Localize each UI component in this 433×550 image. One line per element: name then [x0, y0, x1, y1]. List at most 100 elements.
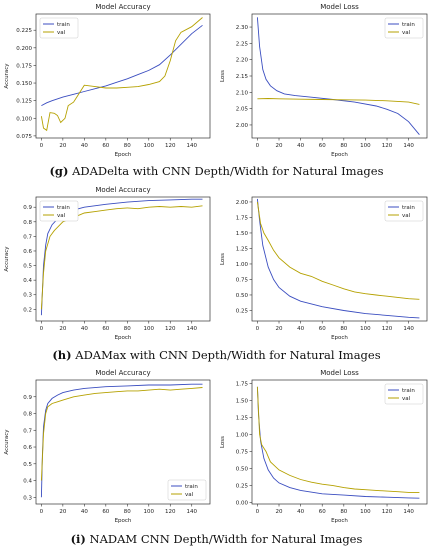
y-axis-label: Accuracy [4, 246, 10, 272]
y-tick-label: 0.25 [236, 484, 249, 490]
x-tick-label: 20 [59, 326, 66, 332]
caption-g-text: ADADelta with CNN Depth/Width for Natura… [72, 164, 384, 178]
x-axis-label: Epoch [115, 152, 132, 158]
y-tick-label: 0.7 [23, 428, 32, 434]
y-tick-label: 0.00 [236, 501, 249, 507]
y-tick-label: 1.25 [236, 415, 249, 421]
y-tick-label: 0.4 [23, 278, 32, 284]
legend-label-train: train [57, 22, 70, 28]
y-tick-label: 0.6 [23, 445, 32, 451]
x-tick-label: 0 [256, 143, 260, 149]
y-tick-label: 0.9 [23, 395, 32, 401]
x-tick-label: 60 [102, 143, 109, 149]
x-axis-label: Epoch [331, 518, 348, 524]
x-tick-label: 0 [256, 509, 260, 515]
series-line-train [256, 198, 420, 319]
x-tick-label: 100 [360, 509, 371, 515]
x-tick-label: 20 [276, 143, 283, 149]
series-line-train [256, 17, 420, 135]
y-tick-label: 1.25 [236, 246, 249, 252]
plot-frame [35, 13, 211, 139]
caption-g-letter: (g) [49, 164, 69, 178]
x-tick-label: 60 [102, 509, 109, 515]
plot-frame [35, 196, 211, 322]
y-tick-label: 0.75 [236, 277, 249, 283]
chart-adadelta-accuracy: Model Accuracy 0 20 40 60 80 100 120 140 0.075 0.1… [4, 3, 211, 158]
y-tick-label: 0.8 [23, 220, 32, 226]
y-tick-label: 0.6 [23, 249, 32, 255]
legend-label-train: train [402, 22, 415, 28]
y-axis-label: Accuracy [4, 429, 10, 455]
legend-label-val: val [402, 30, 411, 36]
x-tick-label: 140 [403, 143, 414, 149]
caption-h-letter: (h) [52, 348, 72, 362]
x-tick-label: 20 [59, 509, 66, 515]
y-tick-label: 0.125 [16, 99, 32, 105]
y-tick-label: 0.4 [23, 479, 32, 485]
x-tick-label: 120 [165, 509, 176, 515]
x-tick-label: 120 [165, 326, 176, 332]
x-tick-label: 40 [81, 326, 88, 332]
chart-title: Model Loss [320, 3, 359, 11]
chart-adadelta-loss: Model Loss 0 20 40 60 80 100 120 140 2.00 2.05 2.10… [220, 3, 428, 158]
x-tick-label: 140 [186, 509, 197, 515]
y-axis-label: Accuracy [4, 63, 10, 89]
x-axis-label: Epoch [331, 335, 348, 341]
legend-label-val: val [185, 492, 194, 498]
legend-label-val: val [402, 396, 411, 402]
y-tick-label: 0.5 [23, 264, 32, 270]
y-tick-label: 2.25 [236, 41, 249, 47]
x-tick-label: 80 [124, 509, 131, 515]
x-tick-label: 20 [59, 143, 66, 149]
chart-nadam-loss: Model Loss 0 20 40 60 80 100 120 140 0.00 0.25 0.50… [220, 369, 428, 524]
x-tick-label: 80 [340, 326, 347, 332]
x-tick-label: 40 [81, 143, 88, 149]
plot-frame [35, 379, 211, 505]
caption-h: (h) ADAMax with CNN Depth/Width for Natu… [0, 348, 433, 362]
y-tick-label: 0.25 [236, 308, 249, 314]
y-tick-label: 0.200 [16, 46, 32, 52]
x-tick-label: 0 [40, 509, 44, 515]
x-tick-label: 60 [102, 326, 109, 332]
chart-title: Model Accuracy [95, 369, 150, 377]
x-tick-label: 140 [403, 509, 414, 515]
legend-label-train: train [57, 205, 70, 211]
series-line-val [256, 386, 420, 493]
y-tick-label: 0.075 [16, 134, 32, 140]
y-tick-label: 0.7 [23, 234, 32, 240]
y-tick-label: 0.150 [16, 81, 32, 87]
y-tick-label: 1.50 [236, 231, 249, 237]
y-tick-label: 0.8 [23, 412, 32, 418]
chart-adamax-accuracy: Model Accuracy 0 20 40 60 80 100 120 140 0.2 0.3 0.… [4, 186, 211, 341]
x-tick-label: 60 [319, 143, 326, 149]
legend-label-train: train [402, 205, 415, 211]
series-line-val [40, 205, 203, 310]
x-tick-label: 140 [403, 326, 414, 332]
series-line-val [256, 201, 420, 300]
legend-box [39, 200, 79, 222]
y-tick-label: 2.20 [236, 58, 249, 64]
y-tick-label: 2.00 [236, 123, 249, 129]
y-tick-label: 2.00 [236, 200, 249, 206]
x-tick-label: 140 [186, 326, 197, 332]
x-tick-label: 100 [144, 509, 155, 515]
legend-label-train: train [185, 484, 198, 490]
x-tick-label: 80 [340, 143, 347, 149]
y-tick-label: 1.00 [236, 433, 249, 439]
y-axis-label: Loss [220, 70, 226, 82]
series-line-val [40, 387, 203, 481]
x-tick-label: 20 [276, 509, 283, 515]
y-tick-label: 0.3 [23, 495, 32, 501]
x-tick-label: 40 [297, 509, 304, 515]
legend-box [384, 17, 424, 39]
chart-adamax-loss: 0 20 40 60 80 100 120 140 0.25 0.50 0.75 1.00 1.25 1.… [220, 196, 428, 341]
x-tick-label: 100 [360, 143, 371, 149]
legend-label-train: train [402, 388, 415, 394]
legend-label-val: val [57, 213, 66, 219]
y-tick-label: 0.100 [16, 116, 32, 122]
chart-title: Model Loss [320, 369, 359, 377]
legend-box [39, 17, 79, 39]
x-tick-label: 60 [319, 509, 326, 515]
x-tick-label: 100 [360, 326, 371, 332]
x-tick-label: 140 [186, 143, 197, 149]
